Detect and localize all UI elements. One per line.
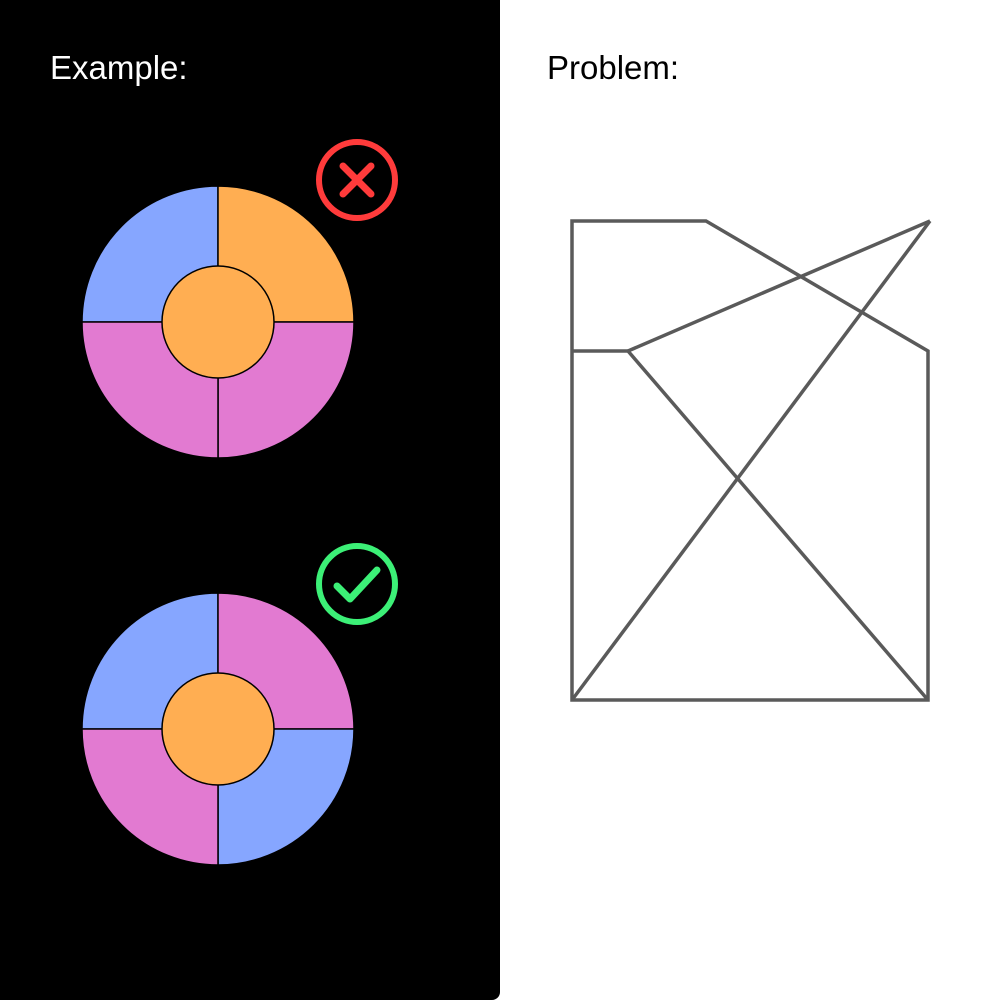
right-example-donut bbox=[81, 592, 355, 866]
check-icon bbox=[316, 543, 398, 625]
cross-icon bbox=[316, 139, 398, 221]
diagonal-from-bottom-left bbox=[570, 219, 932, 702]
problem-heading: Problem: bbox=[547, 49, 680, 86]
donut-center-circle bbox=[161, 672, 275, 786]
diagonal-to-top-right bbox=[627, 219, 931, 353]
donut-center-circle bbox=[161, 265, 275, 379]
diagonal-to-bottom-right bbox=[626, 349, 930, 702]
wrong-example-donut bbox=[81, 185, 355, 459]
outer-outline bbox=[570, 219, 930, 702]
example-heading: Example: bbox=[50, 49, 188, 86]
problem-figure bbox=[570, 219, 932, 702]
